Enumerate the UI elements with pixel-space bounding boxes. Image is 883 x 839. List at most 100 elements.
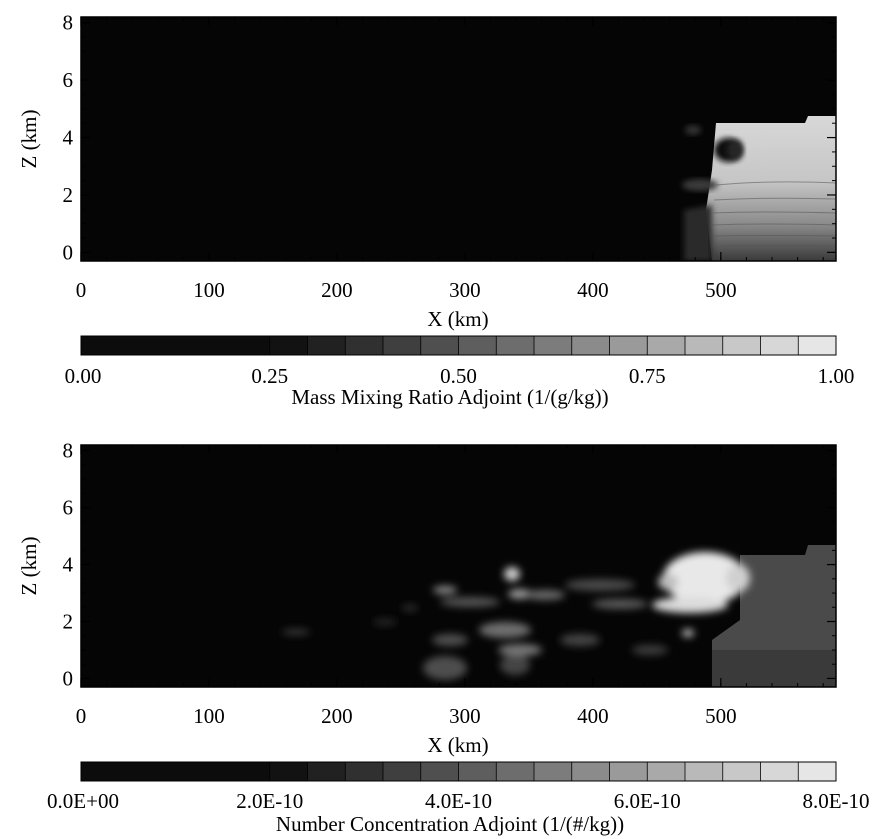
colorbar-level bbox=[571, 762, 610, 781]
top-ylabel: Z (km) bbox=[17, 110, 41, 169]
colorbar-level bbox=[269, 336, 308, 355]
colorbar-tick-label: 0.0E+00 bbox=[47, 789, 119, 813]
bottom-plot-frame bbox=[80, 444, 837, 688]
colorbar-tick-label: 2.0E-10 bbox=[236, 789, 303, 813]
bottom-field bbox=[282, 545, 836, 687]
x-tick-label: 500 bbox=[705, 704, 737, 728]
colorbar-level bbox=[647, 336, 686, 355]
top-plot-frame bbox=[80, 16, 837, 262]
colorbar-level bbox=[534, 336, 573, 355]
colorbar-frame bbox=[80, 335, 837, 356]
colorbar-level bbox=[458, 762, 497, 781]
y-tick-label: 2 bbox=[63, 183, 74, 207]
colorbar-tick-label: 0.50 bbox=[440, 364, 477, 388]
y-tick-label: 6 bbox=[63, 68, 74, 92]
top-field-gray-blob-3 bbox=[727, 140, 743, 160]
x-tick-label: 400 bbox=[577, 704, 609, 728]
colorbar-tick-label: 0.00 bbox=[65, 364, 102, 388]
colorbar-level bbox=[269, 762, 308, 781]
x-tick-label: 500 bbox=[705, 278, 737, 302]
colorbar-level bbox=[194, 762, 233, 781]
top-field bbox=[682, 116, 836, 261]
colorbar-level bbox=[458, 336, 497, 355]
colorbar-level bbox=[383, 762, 422, 781]
bottom-ticks: 0 100 200 300 400 500 0 2 4 6 8 bbox=[63, 439, 836, 728]
colorbar-level bbox=[232, 336, 271, 355]
x-tick-label: 100 bbox=[193, 704, 225, 728]
y-tick-label: 4 bbox=[63, 126, 74, 150]
bottom-colorbar-label: Number Concentration Adjoint (1/(#/kg)) bbox=[276, 812, 624, 836]
top-colorbar: 0.00 0.25 0.50 0.75 1.00 bbox=[65, 335, 855, 388]
colorbar-tick-label: 8.0E-10 bbox=[802, 789, 869, 813]
y-tick-label: 8 bbox=[63, 11, 74, 35]
y-tick-label: 4 bbox=[63, 553, 74, 577]
colorbar-level bbox=[722, 762, 761, 781]
colorbar-level bbox=[609, 762, 648, 781]
colorbar-level bbox=[118, 336, 157, 355]
colorbar-tick-label: 1.00 bbox=[818, 364, 855, 388]
colorbar-frame bbox=[80, 761, 837, 782]
y-tick-label: 2 bbox=[63, 610, 74, 634]
colorbar-level bbox=[496, 762, 535, 781]
colorbar-level bbox=[760, 336, 799, 355]
x-tick-label: 200 bbox=[321, 278, 353, 302]
top-field-gray-blob-1 bbox=[682, 179, 718, 191]
y-tick-label: 6 bbox=[63, 496, 74, 520]
x-tick-label: 400 bbox=[577, 278, 609, 302]
colorbar-level bbox=[81, 336, 120, 355]
colorbar-level bbox=[496, 336, 535, 355]
top-xlabel: X (km) bbox=[427, 307, 488, 331]
top-field-low-gray bbox=[684, 205, 712, 261]
y-tick-label: 8 bbox=[63, 439, 74, 463]
y-tick-label: 0 bbox=[63, 666, 74, 690]
bottom-xlabel: X (km) bbox=[427, 733, 488, 757]
colorbar-level bbox=[194, 336, 233, 355]
x-tick-label: 100 bbox=[193, 278, 225, 302]
bottom-field-block-lower bbox=[712, 650, 836, 687]
colorbar-level bbox=[307, 336, 346, 355]
colorbar-level bbox=[118, 762, 157, 781]
x-tick-label: 0 bbox=[76, 704, 87, 728]
colorbar-tick-label: 4.0E-10 bbox=[425, 789, 492, 813]
colorbar-level bbox=[345, 336, 384, 355]
colorbar-level bbox=[345, 762, 384, 781]
colorbar-level bbox=[722, 336, 761, 355]
colorbar-level bbox=[420, 762, 459, 781]
x-tick-label: 300 bbox=[449, 278, 481, 302]
colorbar-level bbox=[156, 336, 195, 355]
colorbar-level bbox=[420, 336, 459, 355]
bottom-field-hotspot bbox=[652, 552, 750, 613]
colorbar-tick-label: 0.25 bbox=[251, 364, 288, 388]
bottom-ylabel: Z (km) bbox=[17, 537, 41, 596]
x-tick-label: 0 bbox=[76, 278, 87, 302]
bottom-field-scatter bbox=[282, 567, 694, 680]
colorbar-level bbox=[609, 336, 648, 355]
top-ticks: 0 100 200 300 400 500 0 2 4 6 8 bbox=[63, 11, 836, 302]
colorbar-tick-label: 6.0E-10 bbox=[614, 789, 681, 813]
colorbar-level bbox=[571, 336, 610, 355]
x-tick-label: 300 bbox=[449, 704, 481, 728]
colorbar-level bbox=[156, 762, 195, 781]
bottom-panel: 0 100 200 300 400 500 0 2 4 6 8 Z (km) X (km) 0.0E… bbox=[17, 439, 870, 836]
y-tick-label: 0 bbox=[63, 240, 74, 264]
colorbar-level bbox=[647, 762, 686, 781]
top-field-gray-blob-2 bbox=[685, 125, 701, 135]
colorbar-level bbox=[798, 336, 837, 355]
colorbar-level bbox=[685, 336, 724, 355]
colorbar-level bbox=[81, 762, 120, 781]
top-field-block bbox=[706, 116, 836, 261]
top-field-contours bbox=[711, 181, 836, 247]
colorbar-level bbox=[798, 762, 837, 781]
top-panel: 0 100 200 300 400 500 0 2 4 6 8 Z (km) X (km) 0.00… bbox=[17, 11, 854, 409]
colorbar-level bbox=[307, 762, 346, 781]
colorbar-tick-label: 0.75 bbox=[629, 364, 666, 388]
colorbar-level bbox=[534, 762, 573, 781]
x-tick-label: 200 bbox=[321, 704, 353, 728]
top-colorbar-label: Mass Mixing Ratio Adjoint (1/(g/kg)) bbox=[291, 385, 608, 409]
colorbar-level bbox=[685, 762, 724, 781]
colorbar-level bbox=[232, 762, 271, 781]
colorbar-level bbox=[760, 762, 799, 781]
bottom-colorbar: 0.0E+00 2.0E-10 4.0E-10 6.0E-10 8.0E-10 bbox=[47, 761, 870, 813]
colorbar-level bbox=[383, 336, 422, 355]
